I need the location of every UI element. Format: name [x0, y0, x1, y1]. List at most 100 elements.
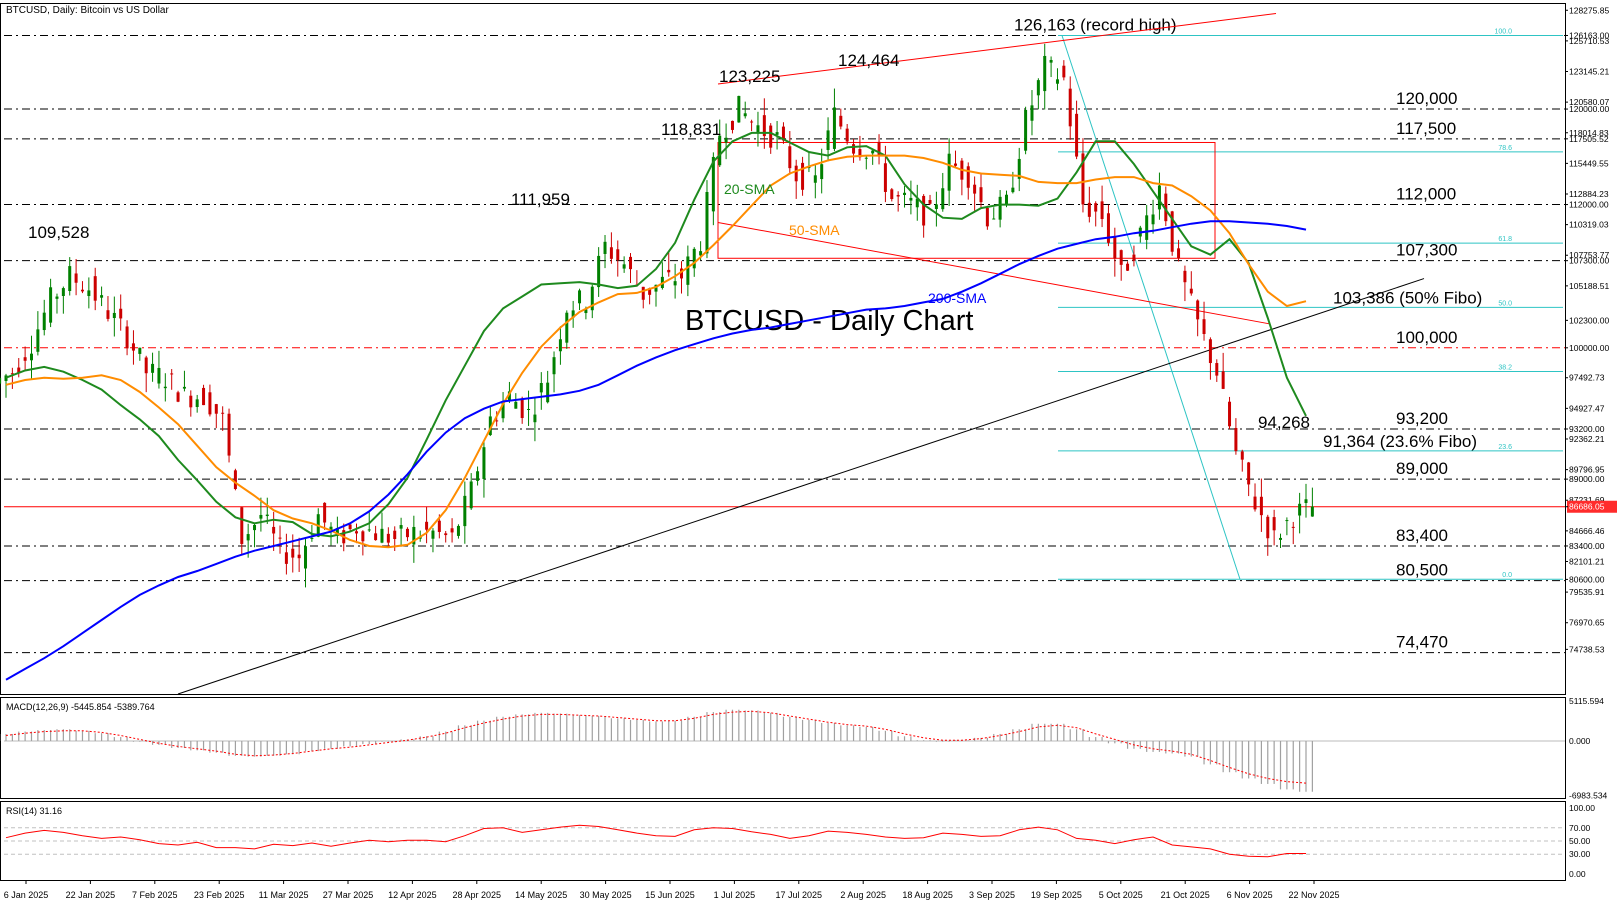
- candle-body: [514, 401, 518, 409]
- level-label: 100,000: [1396, 328, 1457, 347]
- price-tick-label: 94927.47: [1569, 403, 1605, 413]
- x-tick-label: 23 Feb 2025: [194, 890, 245, 900]
- candle-body: [17, 367, 21, 373]
- candle-body: [1081, 153, 1085, 205]
- candle-body: [1145, 215, 1149, 240]
- price-tick-label: 112000.00: [1569, 200, 1609, 210]
- x-tick-label: 28 Apr 2025: [453, 890, 502, 900]
- price-tick-label: 126163.00: [1569, 30, 1609, 40]
- candle-body: [163, 386, 167, 389]
- price-tick-label: 87231.69: [1569, 495, 1605, 505]
- candle-body: [858, 149, 862, 158]
- x-tick-label: 7 Feb 2025: [132, 890, 178, 900]
- sma-line-50-sma: [5, 154, 1307, 549]
- candle-body: [1075, 113, 1079, 157]
- candle-body: [304, 546, 308, 569]
- lower-channel-line: [717, 221, 1271, 325]
- price-tick-label: 117505.52: [1569, 134, 1609, 144]
- candle-body: [896, 194, 900, 197]
- x-tick-label: 18 Aug 2025: [902, 890, 953, 900]
- candle-body: [520, 398, 524, 419]
- candle-body: [737, 95, 741, 123]
- rsi-tick-label: 30.00: [1569, 849, 1591, 859]
- candle-body: [23, 357, 27, 361]
- candle-body: [775, 132, 779, 135]
- candle-body: [329, 526, 333, 532]
- candle-body: [278, 537, 282, 539]
- price-tick-label: 118014.83: [1569, 128, 1609, 138]
- candle-body: [845, 128, 849, 142]
- candle-body: [1202, 319, 1206, 335]
- price-tick-label: 107753.77: [1569, 250, 1609, 260]
- x-tick-label: 5 Oct 2025: [1099, 890, 1143, 900]
- candle-body: [297, 554, 301, 559]
- candle-body: [1279, 537, 1283, 540]
- candle-body: [0, 377, 2, 384]
- level-label: 74,470: [1396, 633, 1448, 652]
- price-tick-highlight: [1567, 500, 1617, 513]
- candle-body: [922, 195, 926, 226]
- candle-body: [877, 141, 881, 155]
- candle-body: [998, 196, 1002, 220]
- candle-body: [100, 295, 104, 298]
- price-tick-label: 86686.05: [1569, 502, 1605, 512]
- candle-body: [431, 530, 435, 539]
- candle-body: [711, 156, 715, 212]
- level-label: 117,500: [1396, 119, 1456, 138]
- candle-body: [68, 266, 72, 292]
- candle-body: [903, 192, 907, 195]
- candle-body: [571, 310, 575, 318]
- candle-body: [189, 395, 193, 408]
- candle-body: [954, 163, 958, 166]
- x-tick-label: 6 Nov 2025: [1227, 890, 1273, 900]
- candle-body: [55, 296, 59, 299]
- x-tick-label: 27 Mar 2025: [323, 890, 374, 900]
- candle-body: [93, 276, 97, 301]
- candle-body: [80, 289, 84, 292]
- candle-body: [240, 507, 244, 544]
- fibo-diagonal: [1061, 35, 1241, 580]
- candle-body: [444, 533, 448, 536]
- candle-body: [1106, 213, 1110, 243]
- candle-body: [1055, 79, 1059, 84]
- x-tick-label: 21 Oct 2025: [1161, 890, 1210, 900]
- macd-tick-label: 0.000: [1569, 736, 1591, 746]
- chart-title: BTCUSD - Daily Chart: [685, 305, 973, 337]
- candle-body: [482, 447, 486, 479]
- candle-body: [609, 247, 613, 259]
- candle-body: [705, 191, 709, 254]
- candle-body: [979, 187, 983, 203]
- candle-body: [1017, 158, 1021, 179]
- price-annotation: 111,959: [511, 190, 570, 209]
- candle-body: [1094, 203, 1098, 212]
- price-tick-label: 128275.85: [1569, 5, 1609, 15]
- candle-body: [144, 357, 148, 374]
- candle-body: [1068, 88, 1072, 127]
- x-tick-label: 2 Aug 2025: [840, 890, 886, 900]
- candle-body: [1240, 451, 1244, 460]
- x-tick-label: 11 Mar 2025: [259, 890, 309, 900]
- candle-body: [820, 164, 824, 180]
- candle-body: [74, 273, 78, 283]
- candle-body: [1030, 105, 1034, 121]
- candle-body: [272, 526, 276, 534]
- price-tick-label: 120000.00: [1569, 104, 1609, 114]
- candle-body: [558, 339, 562, 352]
- level-label: 83,400: [1396, 526, 1448, 545]
- price-tick-label: 102300.00: [1569, 315, 1609, 325]
- candle-body: [743, 113, 747, 117]
- candle-body: [890, 189, 894, 200]
- candle-body: [539, 382, 543, 393]
- candle-body: [578, 290, 582, 304]
- x-tick-label: 22 Jan 2025: [66, 890, 116, 900]
- price-tick-label: 79535.91: [1569, 587, 1605, 597]
- candle-body: [584, 309, 588, 314]
- candle-body: [1215, 363, 1219, 376]
- candle-body: [883, 163, 887, 192]
- candle-body: [125, 326, 129, 349]
- candle-body: [852, 144, 856, 154]
- candle-body: [1004, 194, 1008, 205]
- x-tick-label: 30 May 2025: [580, 890, 632, 900]
- candle-body: [1208, 339, 1212, 364]
